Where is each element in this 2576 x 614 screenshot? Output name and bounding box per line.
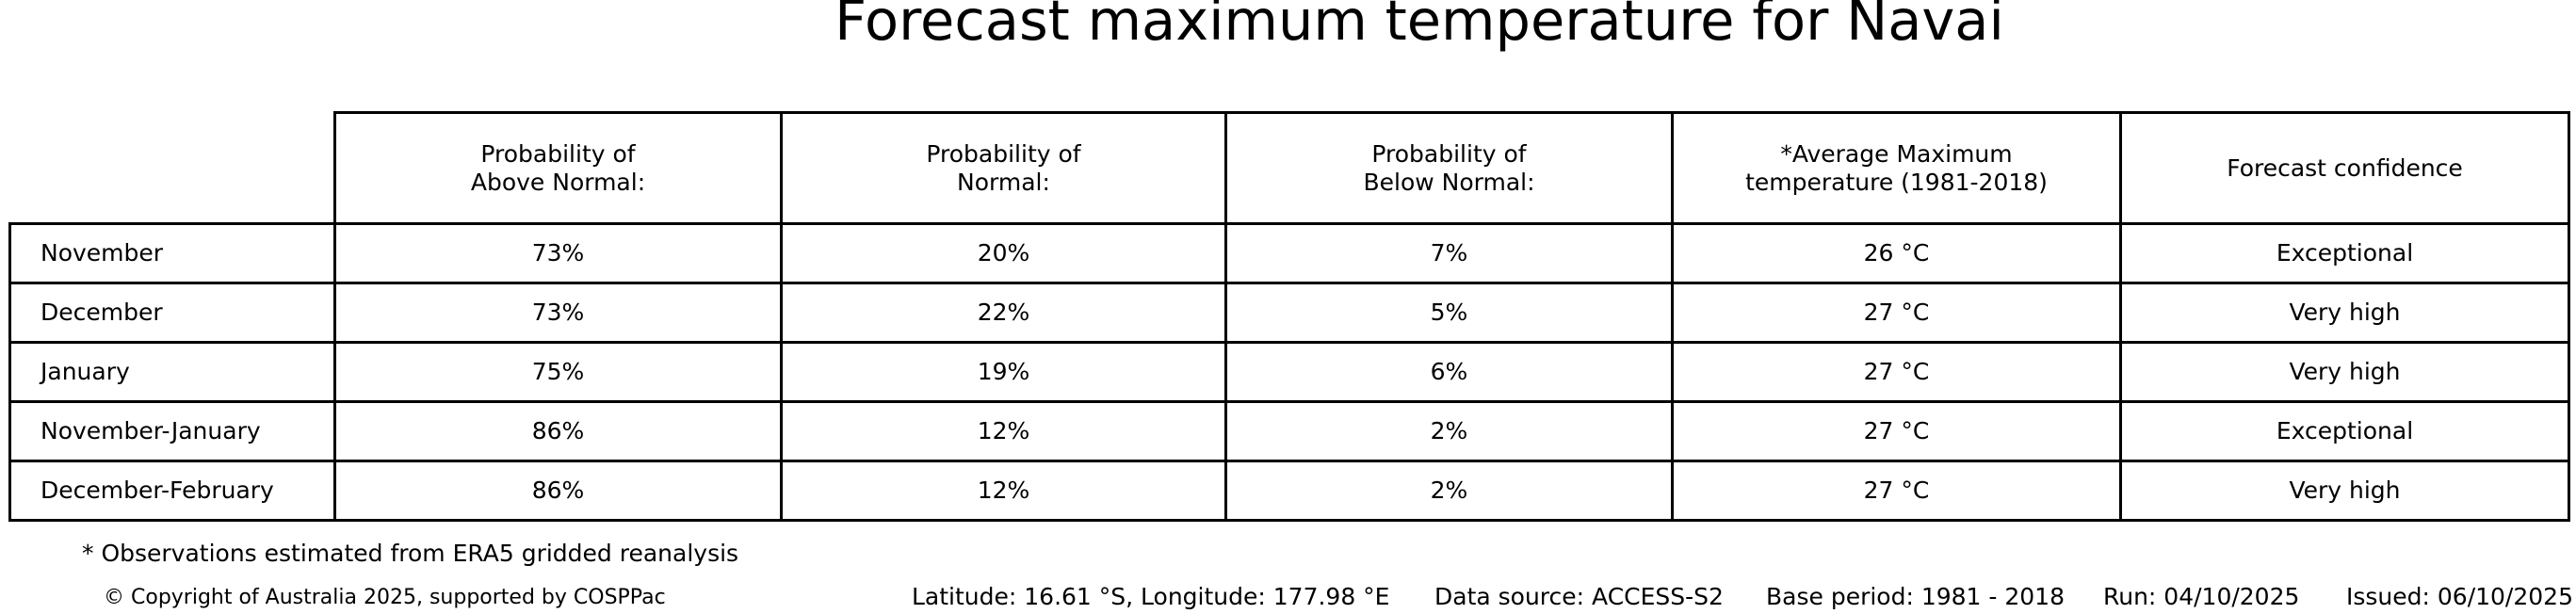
period-label: November: [8, 222, 336, 284]
footnote: * Observations estimated from ERA5 gridd…: [82, 540, 739, 567]
period-label: December: [8, 282, 336, 344]
confidence-value: Exceptional: [2119, 400, 2570, 462]
above-normal-value: 86%: [333, 460, 783, 522]
data-source: Data source: ACCESS-S2: [1434, 583, 1724, 610]
normal-value: 19%: [780, 341, 1227, 403]
confidence-value: Very high: [2119, 460, 2570, 522]
above-normal-value: 75%: [333, 341, 783, 403]
table-row-january: January 75% 19% 6% 27 °C Very high: [8, 341, 2570, 403]
header-forecast-confidence: Forecast confidence: [2119, 111, 2570, 225]
normal-value: 22%: [780, 282, 1227, 344]
period-label: January: [8, 341, 336, 403]
copyright-text: © Copyright of Australia 2025, supported…: [104, 586, 666, 609]
above-normal-value: 73%: [333, 222, 783, 284]
page-title: Forecast maximum temperature for Navai: [834, 0, 2004, 53]
header-normal: Probability of Normal:: [780, 111, 1227, 225]
table-row-november: November 73% 20% 7% 26 °C Exceptional: [8, 222, 2570, 284]
run-date: Run: 04/10/2025: [2103, 583, 2300, 610]
average-max-temp-value: 27 °C: [1671, 341, 2122, 403]
below-normal-value: 2%: [1224, 460, 1674, 522]
header-row: Probability of Above Normal: Probability…: [10, 111, 2570, 225]
average-max-temp-value: 27 °C: [1671, 400, 2122, 462]
table-row-november-january: November-January 86% 12% 2% 27 °C Except…: [8, 400, 2570, 462]
table-row-december-february: December-February 86% 12% 2% 27 °C Very …: [8, 460, 2570, 522]
period-label: December-February: [8, 460, 336, 522]
table-row-december: December 73% 22% 5% 27 °C Very high: [8, 282, 2570, 344]
average-max-temp-value: 27 °C: [1671, 460, 2122, 522]
forecast-table: Probability of Above Normal: Probability…: [8, 111, 2570, 522]
header-average-max-temp: *Average Maximum temperature (1981-2018): [1671, 111, 2122, 225]
normal-value: 20%: [780, 222, 1227, 284]
issued-date: Issued: 06/10/2025: [2346, 583, 2573, 610]
average-max-temp-value: 26 °C: [1671, 222, 2122, 284]
average-max-temp-value: 27 °C: [1671, 282, 2122, 344]
below-normal-value: 6%: [1224, 341, 1674, 403]
normal-value: 12%: [780, 460, 1227, 522]
above-normal-value: 86%: [333, 400, 783, 462]
header-empty-cell: [10, 113, 335, 224]
header-above-normal: Probability of Above Normal:: [333, 111, 783, 225]
base-period: Base period: 1981 - 2018: [1766, 583, 2065, 610]
confidence-value: Very high: [2119, 282, 2570, 344]
location-coordinates: Latitude: 16.61 °S, Longitude: 177.98 °E: [912, 583, 1390, 610]
normal-value: 12%: [780, 400, 1227, 462]
confidence-value: Exceptional: [2119, 222, 2570, 284]
confidence-value: Very high: [2119, 341, 2570, 403]
period-label: November-January: [8, 400, 336, 462]
below-normal-value: 5%: [1224, 282, 1674, 344]
above-normal-value: 73%: [333, 282, 783, 344]
header-below-normal: Probability of Below Normal:: [1224, 111, 1674, 225]
below-normal-value: 7%: [1224, 222, 1674, 284]
below-normal-value: 2%: [1224, 400, 1674, 462]
